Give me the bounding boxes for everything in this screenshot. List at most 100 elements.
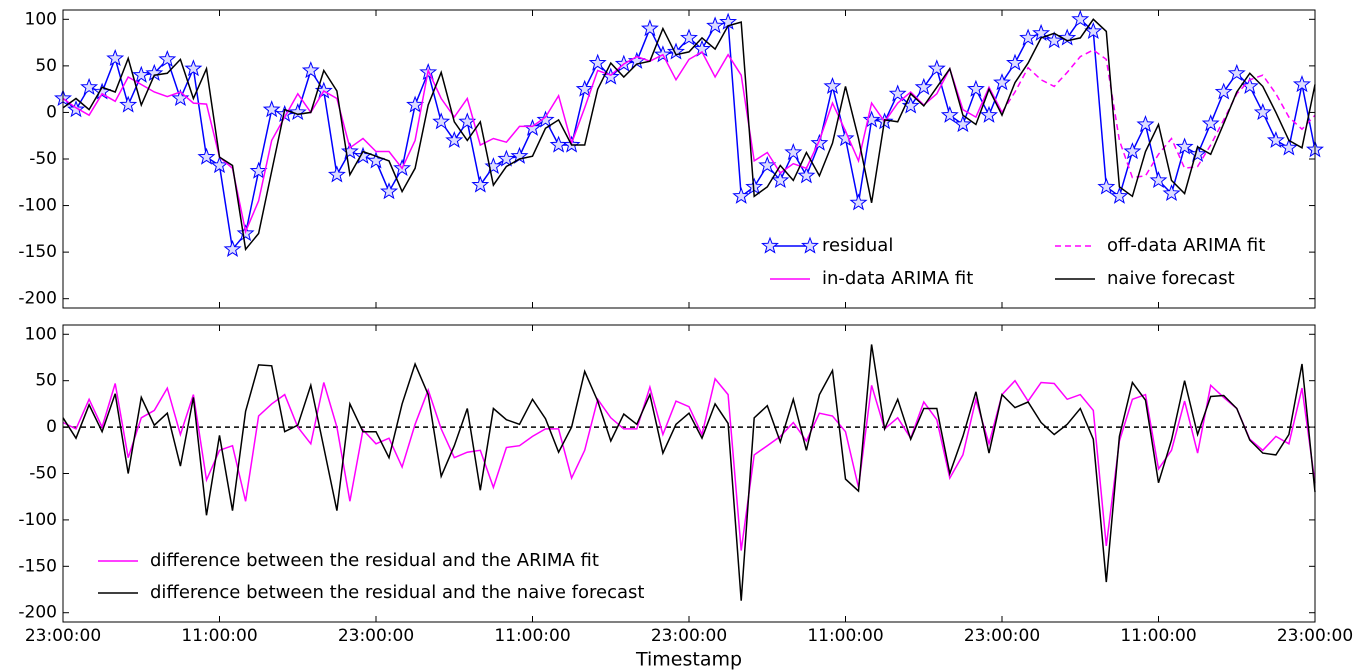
star-marker	[471, 175, 490, 193]
star-marker	[1292, 75, 1311, 93]
star-marker	[119, 95, 138, 113]
star-marker	[223, 239, 242, 257]
star-marker	[197, 147, 216, 165]
star-marker	[249, 161, 268, 179]
star-marker	[340, 142, 359, 160]
star-marker	[1227, 63, 1246, 81]
legend-label: difference between the residual and the …	[150, 582, 644, 603]
star-marker	[862, 110, 881, 128]
series-line	[62, 344, 1316, 601]
y-tick-label: 50	[35, 56, 57, 76]
y-tick-label: -200	[18, 289, 57, 309]
y-tick-label: 0	[46, 417, 57, 437]
star-marker	[1084, 21, 1103, 40]
y-tick-label: 100	[25, 324, 57, 344]
y-tick-label: -50	[29, 149, 57, 169]
x-tick-label: 11:00:00	[494, 626, 570, 646]
star-marker	[1162, 184, 1181, 202]
star-marker	[380, 182, 399, 200]
star-marker	[575, 79, 594, 97]
legend-label: residual	[822, 235, 893, 256]
star-marker	[993, 73, 1011, 91]
star-marker	[132, 65, 151, 83]
star-marker	[1175, 137, 1194, 155]
star-marker	[901, 96, 920, 114]
star-marker	[680, 28, 698, 46]
y-tick-label: -150	[18, 556, 57, 576]
plot-area	[63, 10, 1315, 308]
star-marker	[979, 105, 998, 123]
y-tick-label: -100	[18, 510, 57, 530]
star-marker	[940, 105, 959, 123]
star-marker	[849, 193, 868, 211]
x-axis-label: Timestamp	[635, 649, 742, 671]
y-tick-label: -100	[18, 196, 57, 216]
star-marker	[1188, 144, 1207, 162]
star-marker	[836, 129, 855, 147]
y-tick-label: 50	[35, 371, 57, 391]
star-marker	[1006, 53, 1025, 71]
legend-label: off-data ARIMA fit	[1107, 235, 1265, 256]
star-marker	[732, 186, 751, 204]
star-marker	[1136, 115, 1155, 133]
star-marker	[158, 49, 177, 67]
x-tick-label: 23:00:00	[25, 626, 101, 646]
star-marker	[640, 19, 659, 37]
star-marker	[1253, 102, 1272, 121]
legend-marker	[801, 236, 819, 254]
star-marker	[484, 157, 503, 175]
star-marker	[1110, 186, 1129, 204]
plot-frame	[62, 9, 1316, 309]
star-marker	[966, 79, 985, 97]
series-line	[62, 377, 1316, 551]
x-tick-label: 23:00:00	[1277, 626, 1353, 646]
star-marker	[1097, 177, 1116, 195]
star-marker	[706, 16, 725, 34]
star-marker	[810, 133, 829, 151]
star-marker	[1045, 31, 1064, 49]
star-marker	[445, 130, 464, 148]
star-marker	[823, 76, 842, 94]
star-marker	[106, 48, 125, 67]
star-marker	[1279, 138, 1298, 156]
star-marker	[301, 61, 320, 79]
star-marker	[1149, 170, 1168, 189]
x-tick-label: 11:00:00	[181, 626, 257, 646]
star-marker	[1201, 114, 1220, 132]
star-marker	[914, 77, 933, 95]
star-marker	[784, 143, 803, 161]
star-marker	[80, 77, 99, 95]
star-marker	[184, 59, 203, 77]
plot-area	[63, 325, 1315, 622]
star-marker	[536, 110, 555, 128]
star-marker	[288, 102, 307, 121]
y-tick-label: 0	[46, 102, 57, 122]
star-marker	[406, 95, 425, 113]
y-tick-label: 100	[25, 9, 57, 29]
x-tick-label: 23:00:00	[338, 626, 414, 646]
x-tick-label: 23:00:00	[651, 626, 727, 646]
legend-label: difference between the residual and the …	[150, 550, 599, 571]
star-marker	[262, 100, 281, 118]
star-marker	[1123, 142, 1142, 160]
star-marker	[1266, 130, 1285, 148]
x-tick-label: 23:00:00	[964, 626, 1040, 646]
star-marker	[758, 156, 777, 174]
legend-label: in-data ARIMA fit	[822, 268, 973, 289]
star-marker	[797, 166, 816, 184]
legend-label: naive forecast	[1107, 268, 1235, 289]
series-line	[1001, 49, 1316, 179]
star-marker	[888, 84, 907, 102]
x-tick-label: 11:00:00	[1120, 626, 1196, 646]
star-marker	[927, 59, 946, 77]
star-marker	[953, 115, 972, 133]
star-marker	[1240, 77, 1259, 94]
series-line	[62, 18, 1316, 252]
legend-marker	[761, 236, 779, 254]
x-tick-label: 11:00:00	[807, 626, 883, 646]
star-marker	[1032, 23, 1051, 41]
star-marker	[497, 149, 516, 167]
star-marker	[432, 112, 451, 130]
y-tick-label: -50	[29, 464, 57, 484]
